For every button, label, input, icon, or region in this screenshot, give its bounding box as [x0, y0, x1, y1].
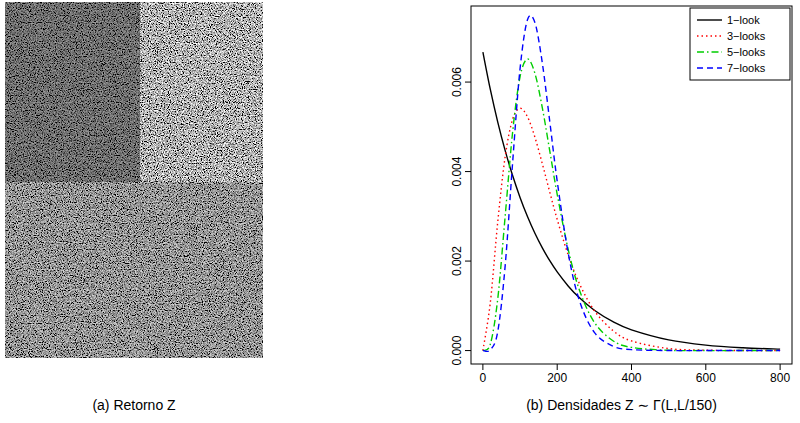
- y-tick: [465, 82, 471, 83]
- figure: (a) Retorno Z 0 200 400 600 800 0.000 0.002 0.00…: [0, 0, 800, 423]
- plot-frame: [471, 6, 792, 364]
- x-tick: [482, 364, 483, 370]
- x-tick-label: 200: [547, 371, 567, 385]
- x-tick-label: 600: [696, 371, 716, 385]
- x-tick: [705, 364, 706, 370]
- speckle-image: [5, 2, 263, 358]
- dark-region: [5, 2, 140, 182]
- x-tick-label: 800: [770, 371, 790, 385]
- legend-swatch: [697, 67, 722, 68]
- legend-label: 7−looks: [727, 62, 766, 74]
- caption: (a) Retorno Z: [92, 397, 176, 413]
- legend-label: 1−look: [727, 14, 760, 26]
- density-line: [483, 52, 780, 349]
- y-tick: [465, 261, 471, 262]
- x-tick: [780, 364, 781, 370]
- legend-label: 3−looks: [727, 30, 766, 42]
- legend-label: 5−looks: [727, 46, 766, 58]
- y-tick-label: 0.002: [450, 246, 464, 276]
- density-line: [483, 59, 780, 351]
- legend-swatch: [697, 35, 722, 36]
- legend: 1−look 3−looks 5−looks 7−looks: [690, 8, 790, 80]
- x-tick-label: 400: [621, 371, 641, 385]
- caption: (b) Densidades Z ∼ Γ(L,L/150): [526, 397, 717, 413]
- x-tick: [557, 364, 558, 370]
- density-line: [483, 108, 780, 350]
- x-tick-label: 0: [480, 371, 487, 385]
- legend-swatch: [697, 19, 722, 20]
- density-line: [483, 15, 780, 351]
- x-tick: [631, 364, 632, 370]
- legend-box: [690, 8, 790, 80]
- y-tick: [465, 350, 471, 351]
- medium-region: [5, 182, 263, 358]
- y-tick-label: 0.006: [450, 67, 464, 97]
- y-tick-label: 0.004: [450, 156, 464, 186]
- curves: [483, 15, 780, 351]
- legend-swatch: [697, 51, 722, 52]
- y-tick-label: 0.000: [450, 335, 464, 365]
- y-tick: [465, 171, 471, 172]
